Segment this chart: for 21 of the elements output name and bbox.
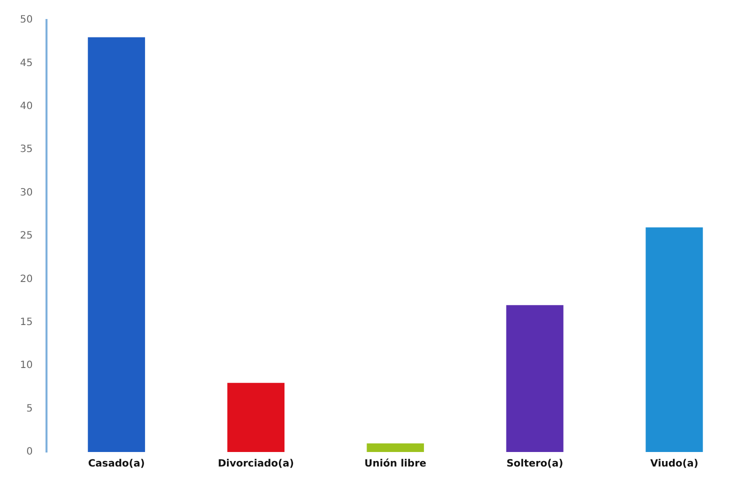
bar	[646, 227, 703, 452]
y-tick-label: 20	[20, 274, 33, 285]
y-tick-label: 45	[20, 58, 33, 69]
x-tick-label: Divorciado(a)	[218, 458, 294, 470]
x-tick-label: Soltero(a)	[506, 458, 564, 470]
y-tick-label: 25	[20, 230, 33, 242]
x-tick-label: Unión libre	[364, 458, 427, 470]
y-tick-label: 35	[20, 144, 33, 156]
y-tick-label: 50	[20, 14, 33, 26]
bar	[88, 37, 146, 452]
x-tick-label: Viudo(a)	[650, 458, 698, 470]
bar	[227, 382, 284, 452]
bar	[366, 443, 424, 452]
x-tick-label: Casado(a)	[88, 458, 145, 470]
y-tick-label: 0	[26, 446, 33, 458]
y-tick-label: 40	[20, 100, 33, 112]
y-tick-label: 30	[20, 187, 33, 198]
bar	[506, 305, 564, 452]
y-tick-label: 15	[20, 316, 33, 328]
y-tick-label: 10	[20, 360, 33, 372]
y-tick-label: 5	[26, 403, 33, 414]
